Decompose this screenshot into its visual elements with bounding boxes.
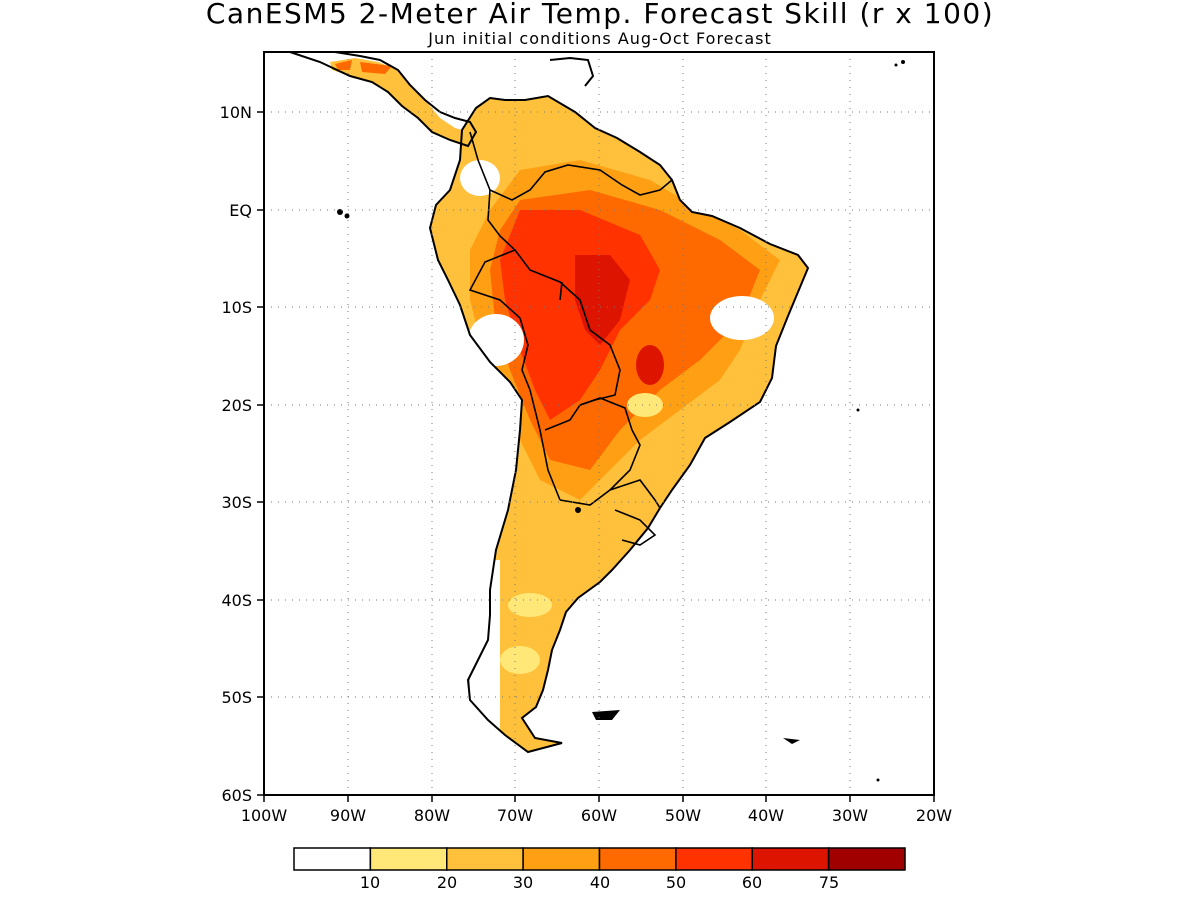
lon-label: 20W xyxy=(916,806,952,825)
colorbar-label: 50 xyxy=(666,873,686,892)
tick-marks xyxy=(257,111,935,802)
country-borders xyxy=(468,131,673,546)
colorbar-swatches xyxy=(293,847,906,871)
caribbean-coastline xyxy=(549,56,595,87)
colorbar-swatch xyxy=(827,847,906,871)
colorbar-swatch xyxy=(446,847,524,871)
lon-label: 60W xyxy=(581,806,617,825)
skill-shading xyxy=(430,96,808,752)
lon-label: 100W xyxy=(241,806,288,825)
lat-label: 10S xyxy=(221,298,252,317)
colorbar-label: 75 xyxy=(819,873,839,892)
lat-label: 20S xyxy=(221,396,252,415)
colorbar-swatch xyxy=(522,847,601,871)
lon-label: 40W xyxy=(748,806,784,825)
colorbar-label: 30 xyxy=(513,873,533,892)
colorbar-swatch xyxy=(675,847,754,871)
colorbar-swatch xyxy=(293,847,372,871)
lon-label: 30W xyxy=(832,806,868,825)
graticule xyxy=(264,52,934,795)
colorbar-swatch xyxy=(751,847,830,871)
colorbar: 10 20 30 40 50 60 75 xyxy=(293,847,906,892)
colorbar-swatch xyxy=(369,847,448,871)
latitude-labels: 10N EQ 10S 20S 30S 40S 50S 60S xyxy=(220,103,252,805)
colorbar-label: 60 xyxy=(742,873,762,892)
colorbar-label: 10 xyxy=(360,873,380,892)
map-subtitle: Jun initial conditions Aug-Oct Forecast xyxy=(428,29,772,48)
lon-label: 80W xyxy=(414,806,450,825)
lon-label: 90W xyxy=(330,806,366,825)
lat-label: 40S xyxy=(221,591,252,610)
colorbar-labels: 10 20 30 40 50 60 75 xyxy=(360,873,839,892)
colorbar-swatch xyxy=(598,847,677,871)
map-title: CanESM5 2-Meter Air Temp. Forecast Skill… xyxy=(205,0,995,30)
colorbar-label: 40 xyxy=(590,873,610,892)
lon-label: 70W xyxy=(497,806,533,825)
longitude-labels: 100W 90W 80W 70W 60W 50W 40W 30W 20W xyxy=(241,806,952,825)
south-america-coastline xyxy=(428,94,810,754)
lat-label: 10N xyxy=(220,103,252,122)
lat-label: 60S xyxy=(221,786,252,805)
colorbar-label: 20 xyxy=(437,873,457,892)
lat-label: 50S xyxy=(221,688,252,707)
lat-label: EQ xyxy=(229,201,252,220)
lat-label: 30S xyxy=(221,493,252,512)
lon-label: 50W xyxy=(665,806,701,825)
